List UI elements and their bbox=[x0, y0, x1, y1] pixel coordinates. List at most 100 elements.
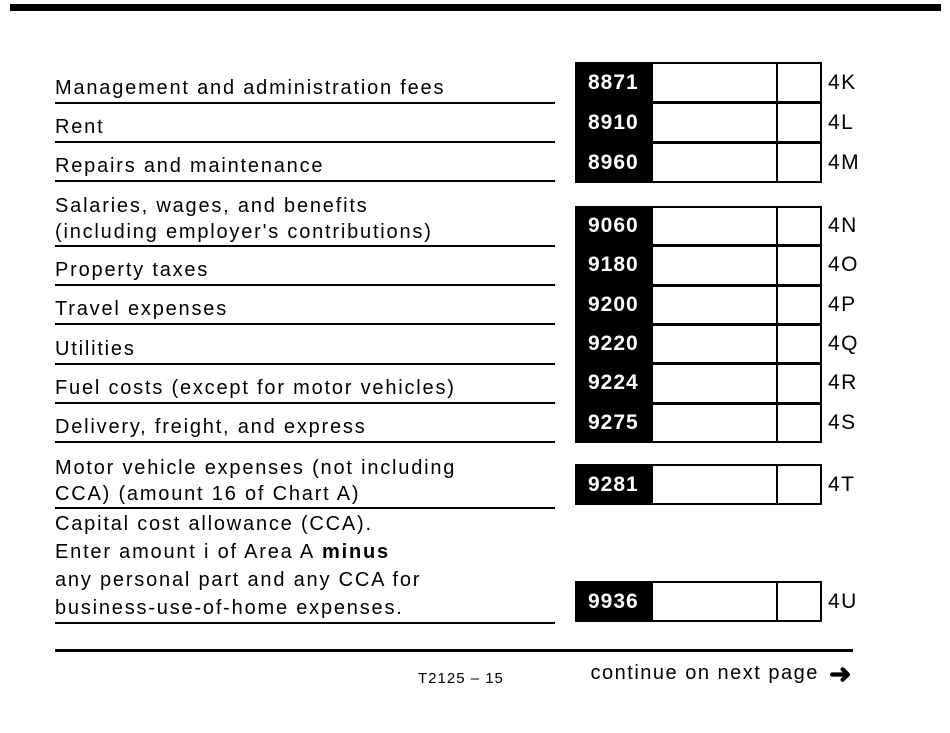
cents-field-8910[interactable] bbox=[778, 104, 820, 141]
label-underline bbox=[55, 622, 555, 624]
label-text: Fuel costs (except for motor vehicles) bbox=[55, 377, 456, 399]
amount-field-9224[interactable] bbox=[653, 365, 776, 402]
code-cell-9224: 9224 bbox=[575, 365, 653, 401]
form-line-8960: 8960 4M bbox=[575, 144, 859, 181]
amount-field-9220[interactable] bbox=[653, 325, 776, 363]
code-text: 9060 bbox=[588, 214, 639, 238]
line-tag-4Q: 4Q bbox=[828, 332, 860, 356]
amount-field-8871[interactable] bbox=[653, 64, 776, 101]
label-management-fees: Management and administration fees bbox=[55, 75, 560, 101]
amount-field-8910[interactable] bbox=[653, 104, 776, 141]
label-text: any personal part and any CCA for bbox=[55, 569, 422, 591]
line-tag-4L: 4L bbox=[828, 110, 855, 134]
label-text: Capital cost allowance (CCA). bbox=[55, 513, 373, 535]
amount-field-9936[interactable] bbox=[653, 583, 776, 620]
label-underline bbox=[55, 245, 555, 247]
line-tag-4O: 4O bbox=[828, 253, 860, 277]
cents-field-8960[interactable] bbox=[778, 144, 820, 181]
line-tag-4R: 4R bbox=[828, 371, 858, 395]
form-line-9200: 9200 4P bbox=[575, 286, 855, 323]
code-text: 9180 bbox=[588, 253, 639, 277]
continue-text: continue on next page bbox=[590, 662, 819, 684]
label-underline bbox=[55, 141, 555, 143]
code-text: 9281 bbox=[588, 472, 639, 496]
amount-field-9275[interactable] bbox=[653, 404, 776, 441]
amount-box-group-4: 9936 4U bbox=[575, 581, 856, 622]
line-tag-4N: 4N bbox=[828, 214, 858, 238]
code-text: 8910 bbox=[588, 110, 639, 134]
label-underline bbox=[55, 402, 555, 404]
label-motor-vehicle: Motor vehicle expenses (not including CC… bbox=[55, 455, 560, 507]
label-underline bbox=[55, 284, 555, 286]
line-tag-4M: 4M bbox=[828, 150, 861, 174]
code-cell-9060: 9060 bbox=[575, 208, 653, 244]
top-rule bbox=[10, 4, 941, 11]
code-text: 9224 bbox=[588, 371, 639, 395]
label-underline bbox=[55, 323, 555, 325]
cents-field-9224[interactable] bbox=[778, 365, 820, 402]
label-text: Travel expenses bbox=[55, 298, 228, 320]
cents-field-9281[interactable] bbox=[778, 466, 820, 503]
code-cell-8910: 8910 bbox=[575, 104, 653, 141]
label-underline bbox=[55, 180, 555, 182]
line-tag-4T: 4T bbox=[828, 472, 856, 496]
cents-field-9936[interactable] bbox=[778, 583, 820, 620]
line-tag-4S: 4S bbox=[828, 410, 857, 434]
code-cell-9180: 9180 bbox=[575, 247, 653, 283]
label-utilities: Utilities bbox=[55, 336, 560, 362]
cents-field-9060[interactable] bbox=[778, 208, 820, 245]
label-underline bbox=[55, 507, 555, 509]
label-salaries: Salaries, wages, and benefits (including… bbox=[55, 193, 560, 245]
form-line-8871: 8871 4K bbox=[575, 64, 855, 101]
code-text: 8871 bbox=[588, 70, 639, 94]
form-line-9281: 9281 4T bbox=[575, 466, 854, 503]
code-cell-9281: 9281 bbox=[575, 466, 653, 503]
amount-box-group-3: 9281 4T bbox=[575, 464, 854, 505]
form-line-9180: 9180 4O bbox=[575, 247, 858, 284]
amount-field-9060[interactable] bbox=[653, 208, 776, 245]
label-text: (including employer's contributions) bbox=[55, 221, 433, 243]
code-cell-8960: 8960 bbox=[575, 144, 653, 181]
amount-field-9281[interactable] bbox=[653, 466, 776, 503]
form-line-9936: 9936 4U bbox=[575, 583, 856, 620]
cents-field-8871[interactable] bbox=[778, 64, 820, 101]
amount-box-group-2: 9060 4N 9180 4O 9200 4P 9220 4Q 9224 bbox=[575, 206, 858, 443]
cents-field-9220[interactable] bbox=[778, 325, 820, 363]
label-text: Repairs and maintenance bbox=[55, 155, 325, 177]
footer-rule bbox=[55, 649, 853, 652]
cents-field-9275[interactable] bbox=[778, 404, 820, 441]
next-page-arrow-icon: ➜ bbox=[828, 658, 853, 689]
amount-field-8960[interactable] bbox=[653, 144, 776, 181]
code-cell-9200: 9200 bbox=[575, 287, 653, 323]
form-page-code: T2125 – 15 bbox=[418, 670, 504, 687]
code-text: 9220 bbox=[588, 332, 639, 356]
form-line-9220: 9220 4Q bbox=[575, 325, 858, 363]
cents-field-9200[interactable] bbox=[778, 286, 820, 323]
label-delivery-freight: Delivery, freight, and express bbox=[55, 414, 560, 440]
label-text-prefix: Enter amount i of Area A bbox=[55, 541, 315, 563]
label-text: Motor vehicle expenses (not including bbox=[55, 457, 457, 479]
label-text: Enter amount i of Area A minus bbox=[55, 538, 560, 566]
code-text: 9200 bbox=[588, 292, 639, 316]
line-tag-4K: 4K bbox=[828, 70, 857, 94]
code-text: 8960 bbox=[588, 150, 639, 174]
amount-field-9180[interactable] bbox=[653, 247, 776, 284]
code-text: 9275 bbox=[588, 410, 639, 434]
label-underline bbox=[55, 363, 555, 365]
label-travel-expenses: Travel expenses bbox=[55, 296, 560, 322]
label-text: Management and administration fees bbox=[55, 77, 446, 99]
form-line-9224: 9224 4R bbox=[575, 365, 856, 402]
amount-field-9200[interactable] bbox=[653, 286, 776, 323]
code-cell-9220: 9220 bbox=[575, 326, 653, 362]
line-tag-4U: 4U bbox=[828, 589, 858, 613]
label-rent: Rent bbox=[55, 114, 560, 140]
amount-box-group-1: 8871 4K 8910 4L 8960 4M bbox=[575, 62, 859, 183]
label-text: business-use-of-home expenses. bbox=[55, 597, 404, 619]
code-cell-9275: 9275 bbox=[575, 405, 653, 441]
code-cell-9936: 9936 bbox=[575, 583, 653, 620]
label-text: Delivery, freight, and express bbox=[55, 416, 367, 438]
cents-field-9180[interactable] bbox=[778, 247, 820, 284]
form-line-8910: 8910 4L bbox=[575, 104, 853, 141]
form-line-9060: 9060 4N bbox=[575, 208, 856, 245]
code-text: 9936 bbox=[588, 589, 639, 613]
